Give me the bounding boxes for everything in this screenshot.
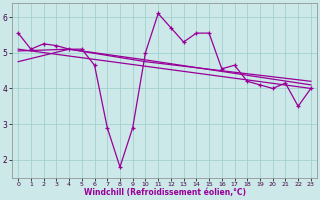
X-axis label: Windchill (Refroidissement éolien,°C): Windchill (Refroidissement éolien,°C): [84, 188, 245, 197]
